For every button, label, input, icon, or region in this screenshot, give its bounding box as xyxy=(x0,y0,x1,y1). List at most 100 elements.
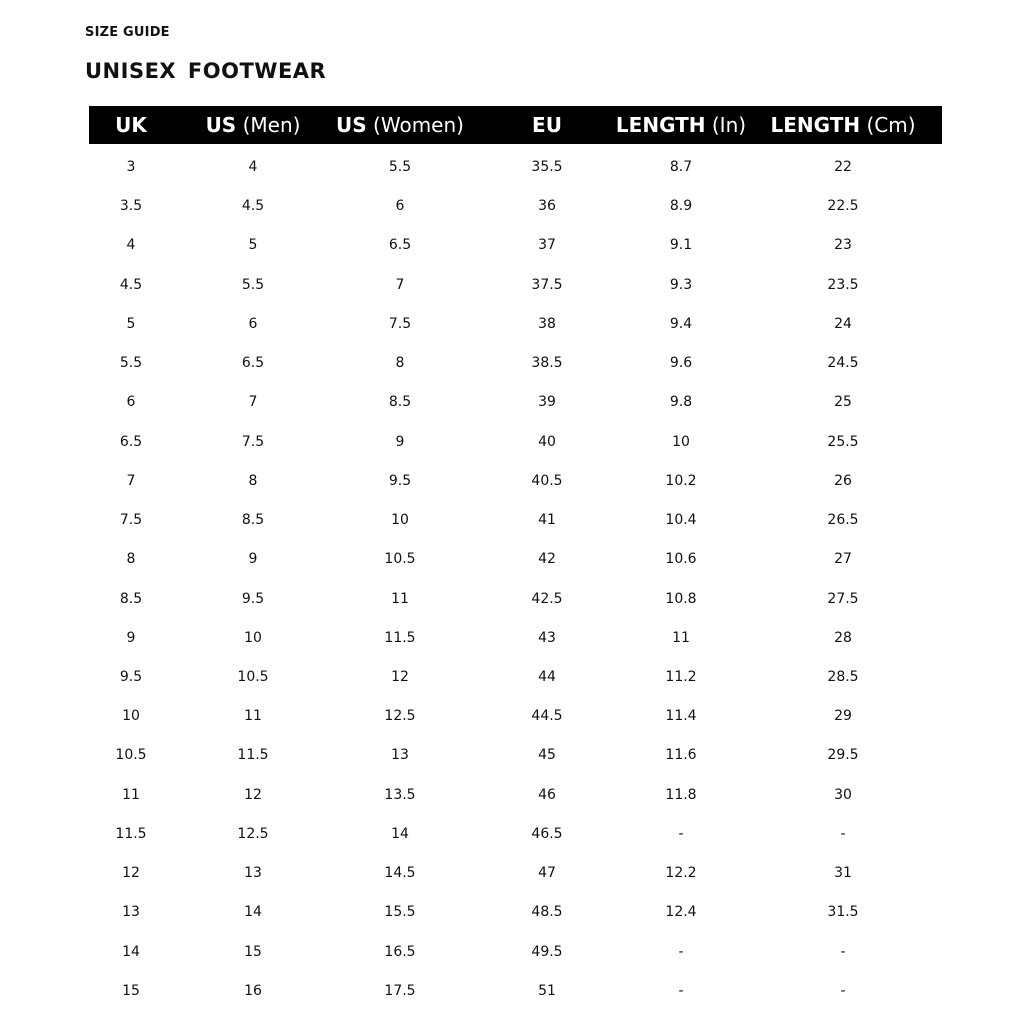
cell-eu: 43 xyxy=(538,629,556,646)
cell-us-men: 9.5 xyxy=(241,590,265,607)
column-header-length-in: LENGTH (In) xyxy=(616,106,746,144)
cell-length-in: 9.3 xyxy=(669,276,693,293)
cell-us-men: 5.5 xyxy=(241,276,265,293)
cell-us-men: 4.5 xyxy=(241,198,265,215)
cell-length-in: 8.9 xyxy=(669,198,693,215)
cell-eu: 46.5 xyxy=(531,825,563,842)
cell-us-women: 12 xyxy=(391,668,409,685)
cell-eu: 41 xyxy=(538,512,556,529)
table-row: 10 11 12.5 44.5 11.4 29 xyxy=(89,706,942,745)
cell-length-in: 9.6 xyxy=(669,355,693,372)
cell-length-cm: 30 xyxy=(834,786,852,803)
header-light-text: (In) xyxy=(705,113,747,137)
cell-us-women: 11 xyxy=(391,590,409,607)
column-header-length-cm: LENGTH (Cm) xyxy=(770,106,915,144)
cell-us-men: 11.5 xyxy=(237,747,269,764)
cell-us-women: 9.5 xyxy=(388,472,412,489)
cell-us-men: 6.5 xyxy=(241,355,265,372)
cell-us-women: 14.5 xyxy=(384,865,416,882)
cell-eu: 38 xyxy=(538,315,556,332)
cell-us-women: 8 xyxy=(395,355,405,372)
cell-uk: 8.5 xyxy=(119,590,143,607)
cell-us-women: 10.5 xyxy=(384,551,416,568)
cell-eu: 48.5 xyxy=(531,904,563,921)
table-row: 11 12 13.5 46 11.8 30 xyxy=(89,785,942,824)
table-row: 5 6 7.5 38 9.4 24 xyxy=(89,314,942,353)
cell-length-in: 10.2 xyxy=(665,472,697,489)
cell-length-cm: 31 xyxy=(834,865,852,882)
cell-us-women: 9 xyxy=(395,433,405,450)
cell-length-cm: 26 xyxy=(834,472,852,489)
cell-uk: 3.5 xyxy=(119,198,143,215)
cell-us-women: 7.5 xyxy=(388,315,412,332)
cell-us-women: 5.5 xyxy=(388,159,412,175)
cell-uk: 5.5 xyxy=(119,355,143,372)
cell-us-men: 7 xyxy=(248,394,258,411)
cell-uk: 9 xyxy=(126,629,136,646)
table-row: 3 4 5.5 35.5 8.7 22 xyxy=(89,157,942,196)
cell-us-men: 16 xyxy=(244,982,262,999)
cell-us-women: 13 xyxy=(391,747,409,764)
table-row: 3.5 4.5 6 36 8.9 22.5 xyxy=(89,196,942,235)
cell-eu: 46 xyxy=(538,786,556,803)
cell-uk: 14 xyxy=(122,943,140,960)
cell-uk: 3 xyxy=(126,159,136,175)
cell-uk: 6.5 xyxy=(119,433,143,450)
cell-us-women: 6 xyxy=(395,198,405,215)
cell-us-men: 12 xyxy=(244,786,262,803)
cell-us-women: 17.5 xyxy=(384,982,416,999)
cell-us-men: 12.5 xyxy=(237,825,269,842)
cell-length-in: 11.2 xyxy=(665,668,697,685)
cell-us-women: 8.5 xyxy=(388,394,412,411)
header-light-text: (Women) xyxy=(366,113,464,137)
cell-length-cm: 26.5 xyxy=(827,512,859,529)
header-bold-text: UK xyxy=(115,113,147,137)
table-row: 12 13 14.5 47 12.2 31 xyxy=(89,863,942,902)
cell-us-men: 4 xyxy=(248,159,258,175)
cell-length-in: - xyxy=(678,943,684,960)
table-row: 7.5 8.5 10 41 10.4 26.5 xyxy=(89,510,942,549)
cell-eu: 42.5 xyxy=(531,590,563,607)
cell-us-women: 15.5 xyxy=(384,904,416,921)
column-header-eu: EU xyxy=(532,106,562,144)
cell-length-in: 9.4 xyxy=(669,315,693,332)
cell-length-cm: 25.5 xyxy=(827,433,859,450)
table-row: 10.5 11.5 13 45 11.6 29.5 xyxy=(89,745,942,784)
cell-length-in: 11.8 xyxy=(665,786,697,803)
cell-length-cm: 29.5 xyxy=(827,747,859,764)
cell-us-women: 10 xyxy=(391,512,409,529)
cell-us-men: 13 xyxy=(244,865,262,882)
column-header-us-women: US (Women) xyxy=(336,106,464,144)
cell-length-cm: 28.5 xyxy=(827,668,859,685)
table-header: UK US (Men) US (Women) EU LENGTH (In) LENGTH … xyxy=(89,106,942,144)
cell-uk: 7 xyxy=(126,472,136,489)
cell-us-men: 7.5 xyxy=(241,433,265,450)
cell-length-in: 8.7 xyxy=(669,159,693,175)
page-title: UNISEX FOOTWEAR xyxy=(85,59,327,83)
header-bold-text: EU xyxy=(532,113,562,137)
cell-length-cm: 31.5 xyxy=(827,904,859,921)
table-row: 9.5 10.5 12 44 11.2 28.5 xyxy=(89,667,942,706)
table-row: 6 7 8.5 39 9.8 25 xyxy=(89,392,942,431)
cell-eu: 42 xyxy=(538,551,556,568)
cell-us-men: 8.5 xyxy=(241,512,265,529)
table-row: 14 15 16.5 49.5 - - xyxy=(89,942,942,981)
column-header-uk: UK xyxy=(115,106,147,144)
cell-us-men: 8 xyxy=(248,472,258,489)
table-row: 5.5 6.5 8 38.5 9.6 24.5 xyxy=(89,353,942,392)
cell-eu: 39 xyxy=(538,394,556,411)
cell-length-in: 11.6 xyxy=(665,747,697,764)
table-row: 11.5 12.5 14 46.5 - - xyxy=(89,824,942,863)
cell-eu: 47 xyxy=(538,865,556,882)
cell-eu: 35.5 xyxy=(531,159,563,175)
cell-us-women: 14 xyxy=(391,825,409,842)
cell-uk: 6 xyxy=(126,394,136,411)
cell-length-cm: 23.5 xyxy=(827,276,859,293)
cell-us-men: 5 xyxy=(248,237,258,254)
cell-us-men: 9 xyxy=(248,551,258,568)
cell-length-in: 10.6 xyxy=(665,551,697,568)
cell-length-in: 10.8 xyxy=(665,590,697,607)
cell-length-cm: 24 xyxy=(834,315,852,332)
cell-eu: 36 xyxy=(538,198,556,215)
cell-length-in: 10.4 xyxy=(665,512,697,529)
